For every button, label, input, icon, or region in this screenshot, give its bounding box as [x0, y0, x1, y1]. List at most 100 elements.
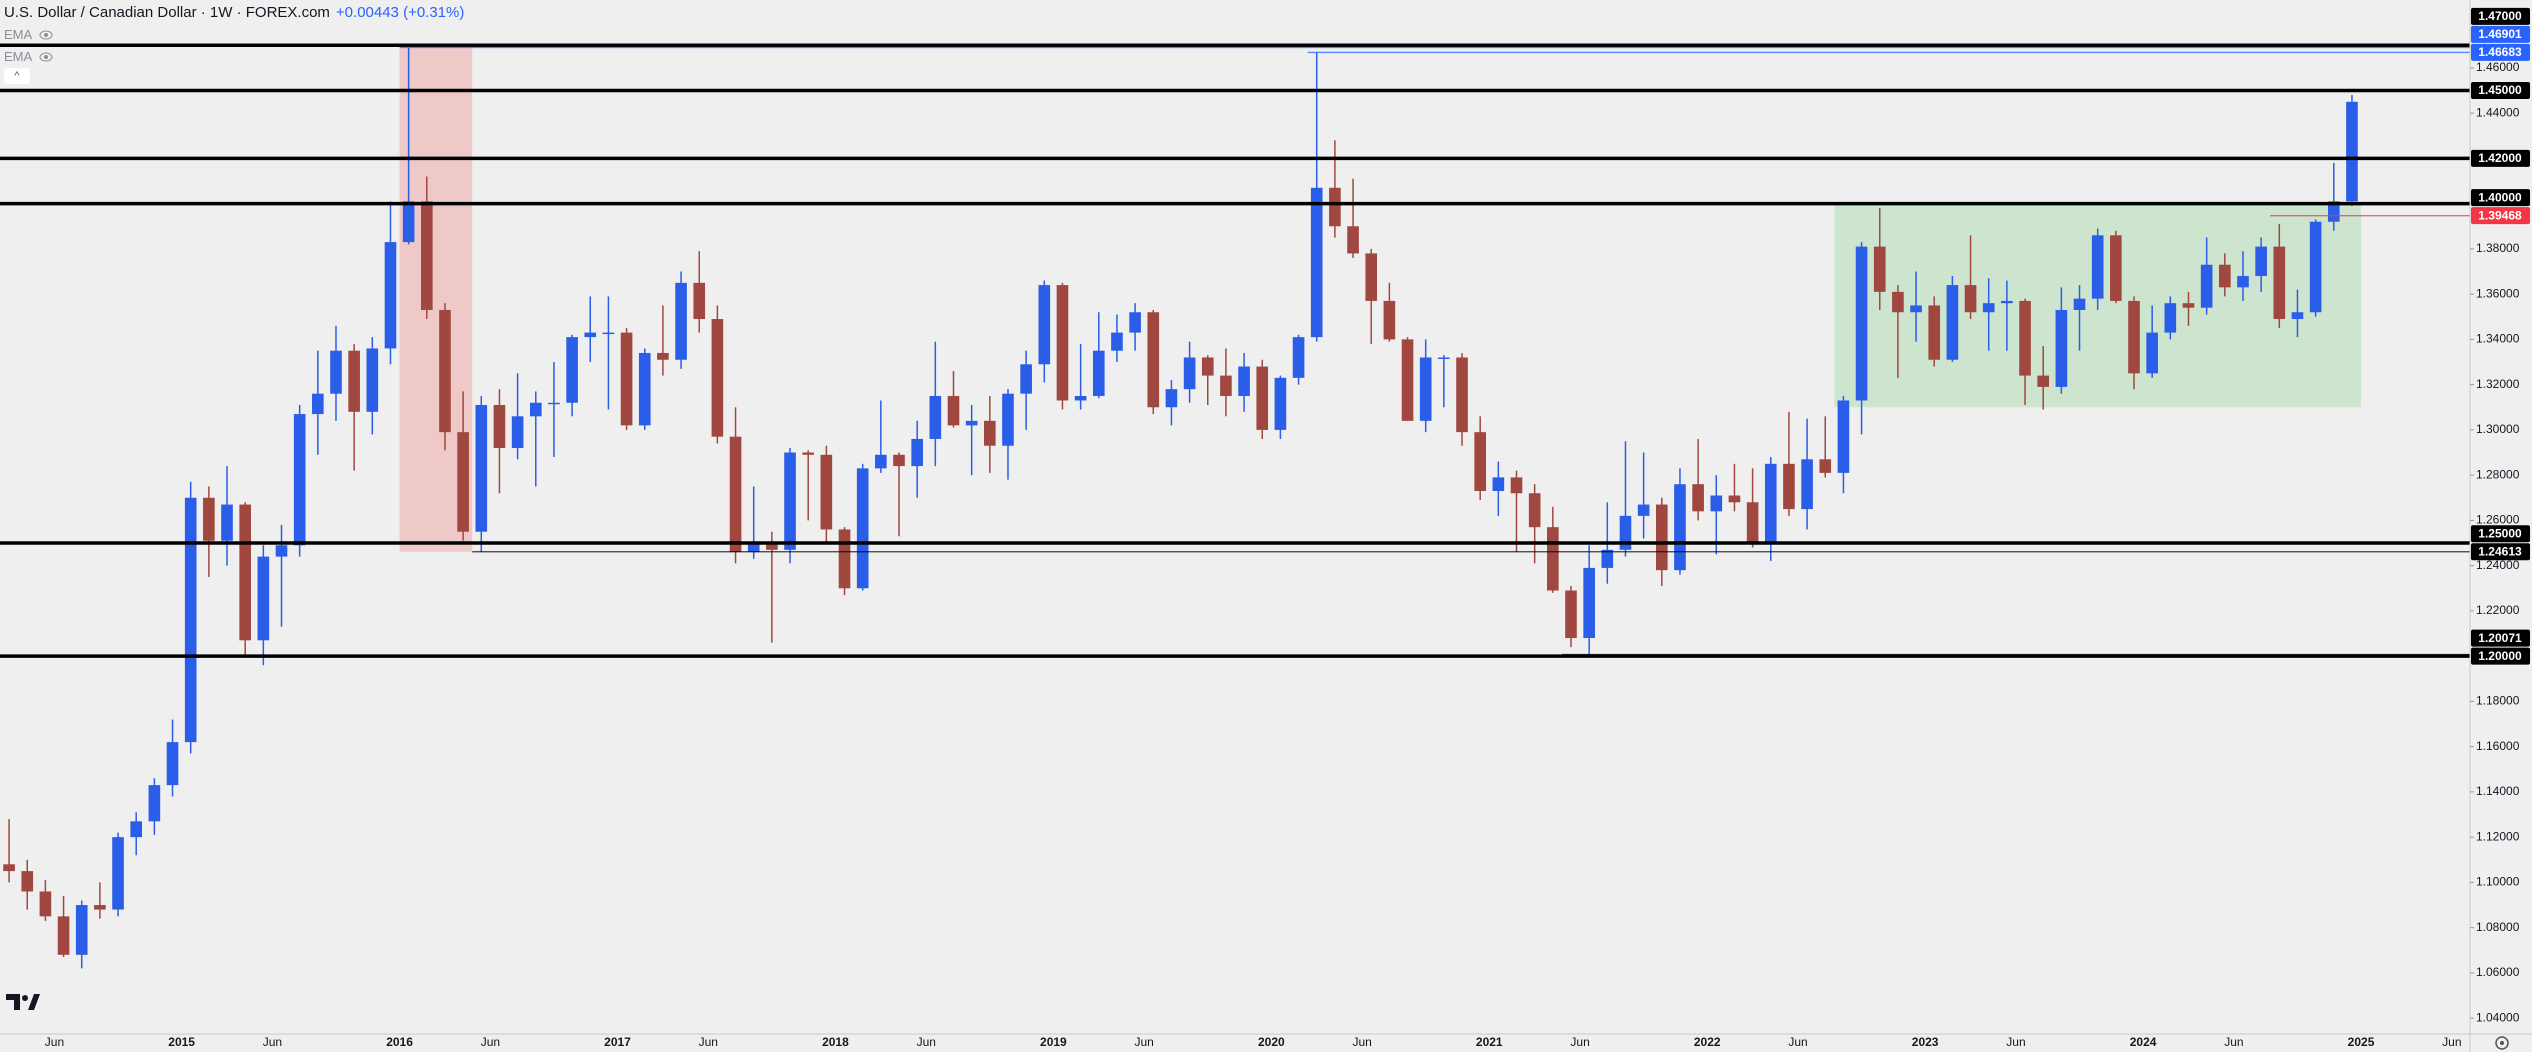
candle-body	[384, 242, 397, 349]
candle-body	[1183, 357, 1196, 390]
x-tick-label: Jun	[481, 1035, 500, 1049]
x-tick-label: 2025	[2348, 1035, 2375, 1049]
candle-body	[1365, 253, 1378, 301]
candle-body	[529, 402, 542, 417]
plot-area	[0, 43, 2470, 969]
candle-body	[94, 905, 106, 910]
candle-body	[1619, 515, 1632, 550]
candle-body	[348, 350, 360, 412]
candle-body	[965, 420, 978, 426]
candle-body	[1401, 339, 1414, 421]
candle-body	[2001, 300, 2013, 304]
candle-body	[1964, 285, 1977, 313]
candle-body	[1728, 495, 1741, 503]
price-label: 1.42000	[2478, 151, 2522, 165]
candle-body	[2037, 375, 2050, 387]
x-tick-label: Jun	[45, 1035, 64, 1049]
candle-body	[1510, 477, 1523, 494]
price-label: 1.25000	[2478, 526, 2522, 540]
time-axis	[0, 1034, 2532, 1052]
price-label-bg	[2471, 543, 2530, 561]
candle-body	[566, 337, 578, 403]
gear	[2500, 1041, 2504, 1045]
price-change: +0.00443 (+0.31%)	[335, 4, 465, 21]
candle-body	[2200, 264, 2213, 308]
y-tick-label: 1.10000	[2476, 875, 2520, 889]
candle-body	[620, 332, 633, 426]
candle-body	[1038, 285, 1051, 365]
x-tick-label: 2018	[822, 1035, 849, 1049]
candle-body	[1383, 300, 1396, 340]
indicator-row[interactable]: EMA	[4, 24, 464, 46]
candle-body	[838, 529, 851, 589]
candle-body	[747, 543, 760, 553]
candle-body	[511, 416, 524, 448]
axes: 1.04000 1.06000 1.08000 1.10000 1.12000 1.140…	[45, 7, 2530, 1049]
candle-body	[1074, 395, 1087, 401]
y-tick-label: 1.38000	[2476, 241, 2520, 255]
candle-body	[2182, 303, 2195, 308]
symbol-title[interactable]: U.S. Dollar / Canadian Dollar · 1W · FOR…	[4, 4, 330, 21]
candle-body	[402, 201, 415, 243]
candle-body	[1928, 305, 1941, 360]
x-tick-label: Jun	[699, 1035, 718, 1049]
price-label-bg	[2471, 149, 2530, 167]
candle-body	[1274, 377, 1287, 430]
settings-button[interactable]	[2495, 1036, 2509, 1050]
collapse-button[interactable]: ^	[4, 68, 30, 84]
candle-body	[1873, 246, 1886, 292]
candle-body	[1492, 477, 1505, 491]
eye-icon[interactable]	[38, 51, 54, 63]
y-tick-label: 1.36000	[2476, 286, 2520, 300]
candle-body	[1528, 493, 1541, 528]
candle-body	[439, 309, 451, 433]
price-label: 1.20071	[2478, 631, 2522, 645]
candle-body	[57, 916, 70, 955]
price-label-bg	[2471, 25, 2530, 43]
tradingview-logo[interactable]	[6, 994, 40, 1010]
candle-body	[1220, 375, 1232, 396]
price-label-bg	[2471, 647, 2530, 665]
candle-body	[1583, 567, 1595, 639]
x-tick-label: 2019	[1040, 1035, 1067, 1049]
candle-body	[112, 837, 124, 910]
price-label: 1.46683	[2478, 45, 2522, 59]
x-tick-label: 2023	[1912, 1035, 1939, 1049]
candle-body	[1111, 332, 1123, 351]
x-tick-label: Jun	[2442, 1035, 2461, 1049]
y-tick-label: 1.12000	[2476, 829, 2520, 843]
candle-body	[1147, 312, 1160, 408]
candle-body	[1746, 502, 1759, 544]
candle-body	[1129, 312, 1141, 333]
indicator-name: EMA	[4, 49, 33, 64]
x-tick-label: 2020	[1258, 1035, 1285, 1049]
price-label: 1.46901	[2478, 27, 2522, 41]
price-label: 1.39468	[2478, 208, 2522, 222]
x-tick-label: Jun	[2006, 1035, 2025, 1049]
x-tick-label: 2022	[1694, 1035, 1721, 1049]
candle-body	[275, 545, 288, 557]
candle-body	[1674, 484, 1686, 571]
price-label: 1.20000	[2478, 649, 2522, 663]
eye-icon[interactable]	[38, 29, 54, 41]
indicator-row[interactable]: EMA	[4, 46, 464, 68]
candle-body	[366, 348, 379, 412]
candle-body	[221, 504, 233, 541]
candle-body	[1801, 459, 1813, 510]
candle-body	[2055, 309, 2068, 387]
y-tick-label: 1.30000	[2476, 422, 2520, 436]
candle-body	[420, 201, 433, 310]
candle-body	[2309, 221, 2322, 313]
candle-body	[130, 821, 143, 838]
y-tick-label: 1.08000	[2476, 920, 2520, 934]
y-tick-label: 1.24000	[2476, 558, 2520, 572]
y-tick-label: 1.32000	[2476, 377, 2520, 391]
candle-body	[239, 504, 251, 641]
x-tick-label: Jun	[1135, 1035, 1154, 1049]
candle-body	[293, 414, 306, 546]
candle-body	[675, 282, 687, 360]
candle-body	[1547, 527, 1559, 591]
candle-body	[203, 497, 215, 541]
